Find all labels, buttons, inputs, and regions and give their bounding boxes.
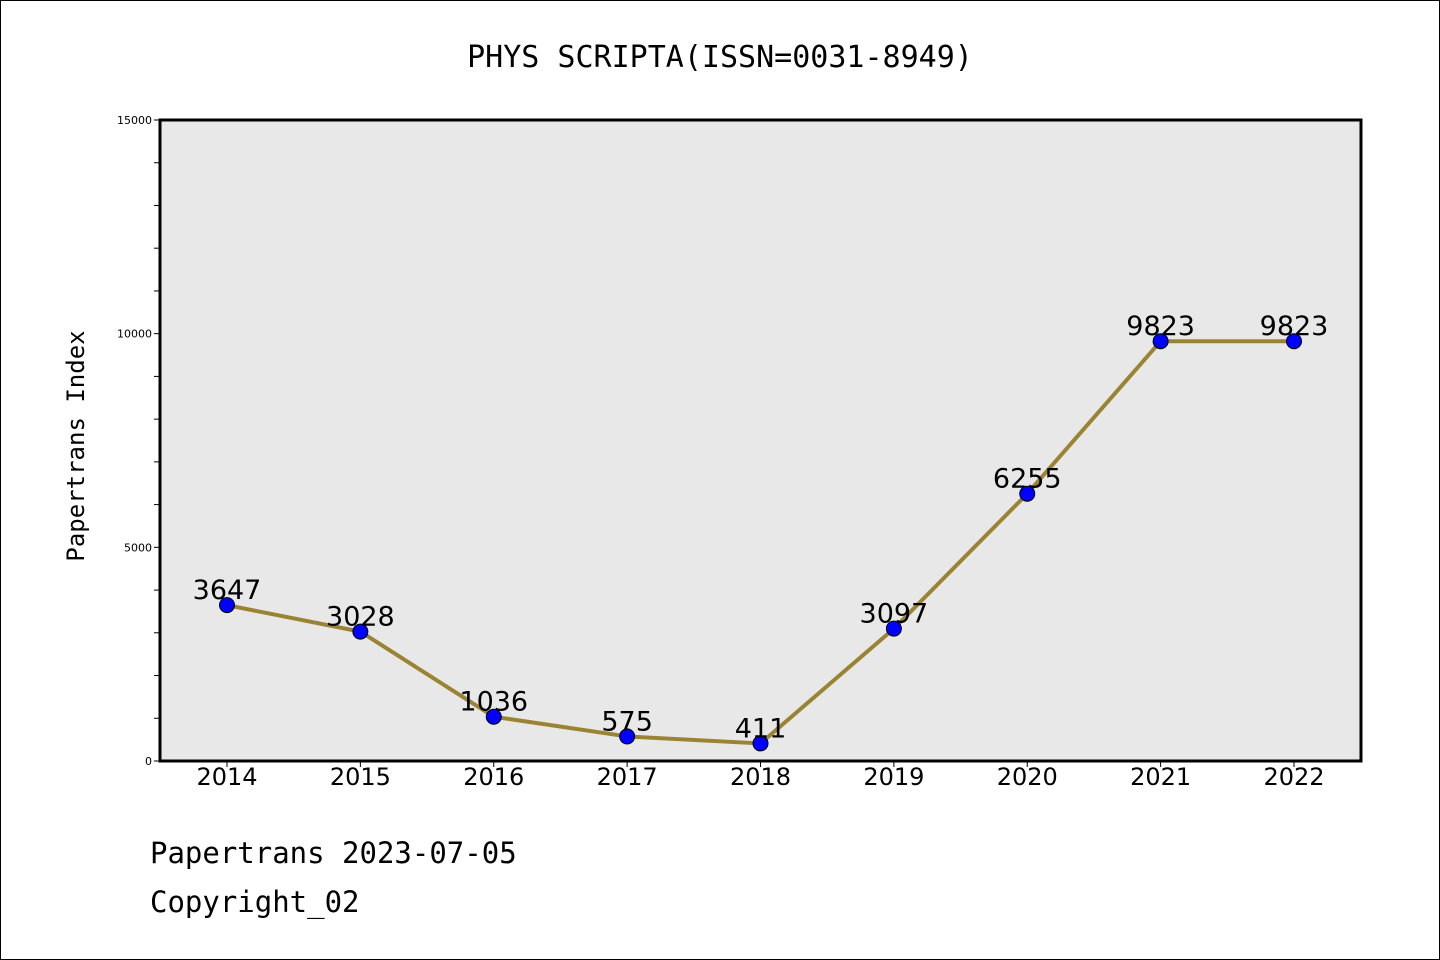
y-axis: 0 5000 10000 15000 [117, 114, 160, 768]
data-label: 6255 [993, 464, 1062, 495]
data-point [352, 623, 369, 640]
series-group [219, 333, 1302, 752]
y-tick-label: 10000 [117, 328, 152, 341]
data-point [1286, 333, 1302, 350]
x-tick-label: 2016 [463, 763, 524, 791]
chart-title: PHYS SCRIPTA(ISSN=0031-8949) [467, 40, 973, 75]
x-tick-label: 2019 [863, 763, 924, 791]
data-label: 1036 [459, 687, 528, 718]
y-axis-label: Papertrans Index [62, 330, 90, 561]
data-label: 3028 [326, 602, 395, 633]
data-label: 411 [735, 713, 787, 744]
x-tick-label: 2022 [1263, 763, 1324, 791]
y-tick-label: 15000 [117, 114, 152, 127]
data-label: 9823 [1126, 311, 1195, 342]
data-point [219, 597, 235, 614]
footer-date: Papertrans 2023-07-05 [150, 836, 517, 870]
data-point [1019, 485, 1036, 502]
plot-border [158, 118, 1363, 763]
y-tick-label: 5000 [124, 541, 152, 554]
data-label: 9823 [1260, 311, 1329, 342]
x-tick-label: 2020 [997, 763, 1058, 791]
data-labels-group: 3647 3028 1036 575 411 3097 6255 9823 9823 [193, 311, 1329, 744]
plot-area [160, 120, 1361, 761]
data-label: 3097 [860, 599, 929, 630]
x-tick-label: 2015 [330, 763, 391, 791]
footer-copyright: Copyright_02 [150, 885, 360, 919]
x-tick-label: 2021 [1130, 763, 1191, 791]
data-label: 3647 [193, 575, 262, 606]
data-point [752, 735, 769, 752]
data-point [619, 728, 636, 745]
data-point [885, 620, 902, 637]
y-tick-label: 0 [145, 755, 152, 768]
data-point [1152, 333, 1169, 350]
data-label: 575 [601, 706, 653, 737]
x-tick-label: 2014 [196, 763, 257, 791]
x-tick-label: 2018 [730, 763, 791, 791]
x-axis: 2014 2015 2016 2017 2018 2019 2020 2021 2022 [196, 761, 1325, 791]
data-point [485, 708, 502, 725]
x-tick-label: 2017 [597, 763, 658, 791]
